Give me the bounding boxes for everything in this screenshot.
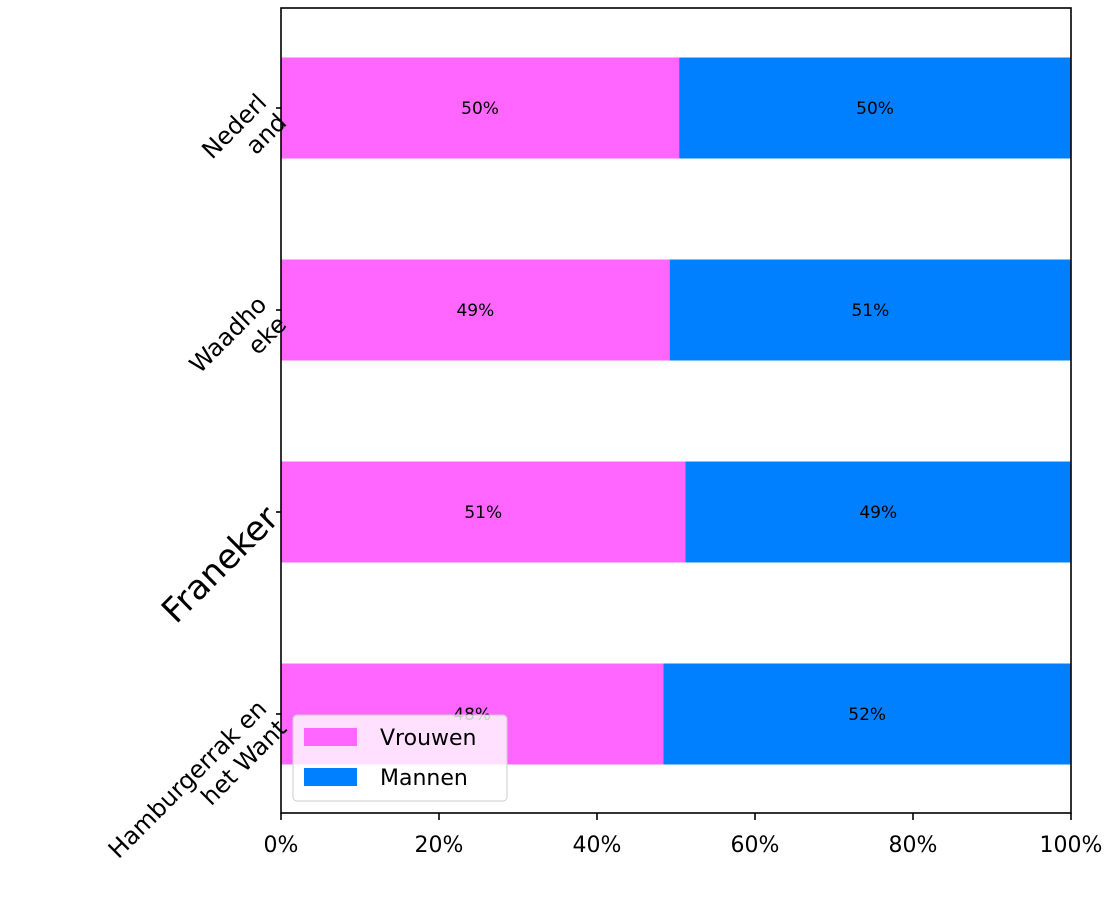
- bar-mannen-1: [669, 259, 1071, 361]
- bar-label-mannen-0: 50%: [856, 99, 894, 119]
- bars: [281, 57, 1071, 765]
- x-tick-label-4: 80%: [889, 833, 938, 858]
- x-tick-label-2: 40%: [573, 833, 622, 858]
- bar-label-mannen-1: 51%: [851, 301, 889, 321]
- bar-labels: 50%50%49%51%51%49%48%52%: [453, 99, 897, 725]
- bar-label-vrouwen-2: 51%: [464, 503, 502, 523]
- bar-mannen-2: [685, 461, 1071, 563]
- bar-vrouwen-2: [281, 461, 686, 563]
- x-tick-label-1: 20%: [415, 833, 464, 858]
- legend-swatch-mannen: [304, 768, 357, 786]
- bar-mannen-0: [679, 57, 1071, 159]
- bar-label-vrouwen-1: 49%: [456, 301, 494, 321]
- x-axis: 0% 20% 40% 60% 80% 100%: [264, 813, 1103, 858]
- legend-label-vrouwen: Vrouwen: [380, 726, 477, 751]
- y-tick-label-1: Waadhoeke: [184, 290, 292, 398]
- bar-label-mannen-3: 52%: [848, 705, 886, 725]
- plot-frame: [280, 7, 1072, 814]
- y-tick-label-2: Franeker: [154, 498, 287, 631]
- legend-swatch-vrouwen: [304, 728, 357, 746]
- bar-label-mannen-2: 49%: [859, 503, 897, 523]
- legend-label-mannen: Mannen: [380, 766, 468, 791]
- x-tick-label-5: 100%: [1040, 833, 1103, 858]
- x-tick-label-3: 60%: [731, 833, 780, 858]
- bar-mannen-3: [663, 663, 1071, 765]
- x-tick-label-0: 0%: [264, 833, 299, 858]
- legend: Vrouwen Mannen: [292, 714, 508, 802]
- y-tick-label-0: Nederland: [196, 88, 292, 184]
- bar-vrouwen-1: [281, 259, 670, 361]
- bar-label-vrouwen-0: 50%: [461, 99, 499, 119]
- bar-vrouwen-0: [281, 57, 680, 159]
